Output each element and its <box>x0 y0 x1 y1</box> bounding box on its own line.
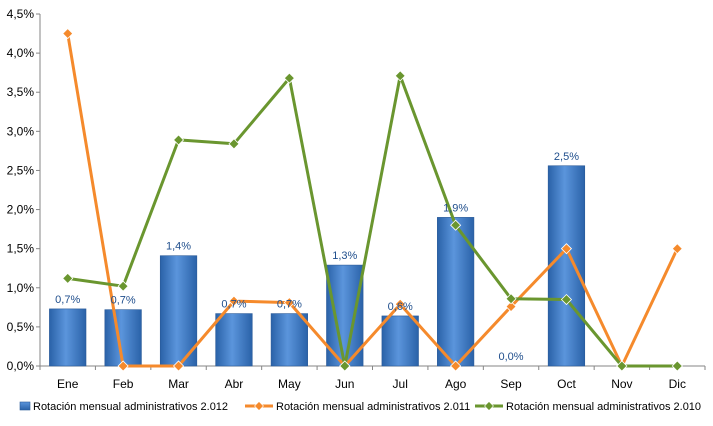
x-tick-label: Feb <box>113 377 134 391</box>
bar <box>270 313 308 367</box>
bar <box>215 313 253 367</box>
data-labels: 0,7% 0,7% 1,4% 0,7% 0,7% 1,3% 0,6% 1,9% 0,0% 2,5% <box>55 151 579 363</box>
bar <box>547 165 586 367</box>
series-point <box>62 272 74 284</box>
series-point <box>339 360 351 372</box>
y-tick-label: 3,0% <box>7 124 35 138</box>
x-tick-label: Jul <box>393 377 408 391</box>
series-point <box>228 138 240 150</box>
x-tick-label: May <box>278 377 301 391</box>
series-point <box>283 297 295 309</box>
legend: Rotación mensual administrativos 2.012 Ro… <box>19 401 701 413</box>
series-point <box>616 360 628 372</box>
legend-swatch-bar <box>19 401 31 411</box>
bar-data-label: 2,5% <box>554 151 579 163</box>
x-tick-label: Ago <box>445 377 467 391</box>
axes: 0,0% 0,5% 1,0% 1,5% 2,0% 2,5% 3,0% 3,5% 4,0% 4,5%… <box>7 7 706 391</box>
series-point <box>560 243 573 255</box>
series-point <box>450 219 462 231</box>
bar-data-label: 0,0% <box>499 351 524 363</box>
x-tick-label: Ene <box>57 377 79 391</box>
legend-swatch-marker <box>254 401 264 411</box>
series-point <box>117 360 129 372</box>
series-point <box>62 27 74 40</box>
series-point <box>450 360 462 372</box>
bar <box>437 217 475 367</box>
y-tick-label: 2,0% <box>7 203 35 217</box>
x-tick-label: Jun <box>335 377 354 391</box>
bar-data-label: 1,3% <box>332 250 357 262</box>
x-tick-label: Nov <box>611 377 632 391</box>
series-point <box>172 134 185 146</box>
legend-label: Rotación mensual administrativos 2.012 <box>33 401 228 413</box>
bar-data-label: 0,7% <box>221 299 246 311</box>
y-tick-label: 1,0% <box>7 281 35 295</box>
bar-data-label: 0,7% <box>55 294 80 306</box>
x-tick-label: Abr <box>225 377 244 391</box>
series-point <box>394 298 406 310</box>
bar <box>49 308 87 367</box>
series-line <box>66 33 679 368</box>
x-tick-label: Sep <box>500 377 522 391</box>
series-point <box>283 72 295 84</box>
legend-label: Rotación mensual administrativos 2.010 <box>506 401 701 413</box>
series-point <box>172 360 185 372</box>
series-point <box>228 295 240 307</box>
bar-data-label: 0,6% <box>388 301 413 313</box>
y-tick-label: 4,0% <box>7 46 35 60</box>
line-series <box>62 27 683 372</box>
series-point <box>671 360 683 372</box>
series-point <box>560 293 573 306</box>
y-tick-label: 0,5% <box>7 320 35 334</box>
y-tick-label: 4,5% <box>7 7 35 21</box>
x-tick-label: Oct <box>557 377 576 391</box>
y-tick-label: 3,5% <box>7 85 35 99</box>
series-line <box>67 74 678 368</box>
series-point <box>117 280 129 292</box>
x-tick-label: Mar <box>168 377 189 391</box>
y-tick-label: 1,5% <box>7 242 35 256</box>
x-tick-label: Dic <box>669 377 686 391</box>
series-point <box>671 243 683 255</box>
series-point <box>505 293 517 305</box>
bar-data-label: 1,4% <box>166 241 191 253</box>
bar-data-label: 1,9% <box>443 202 468 214</box>
y-tick-label: 0,0% <box>7 359 35 373</box>
legend-label: Rotación mensual administrativos 2.011 <box>276 401 470 413</box>
bar <box>381 315 419 367</box>
bar-data-label: 0,7% <box>111 295 136 307</box>
series-point <box>394 70 406 82</box>
series-point <box>505 300 517 313</box>
legend-swatch-marker <box>484 401 494 411</box>
y-tick-label: 2,5% <box>7 163 35 177</box>
bar-data-label: 0,7% <box>277 299 302 311</box>
